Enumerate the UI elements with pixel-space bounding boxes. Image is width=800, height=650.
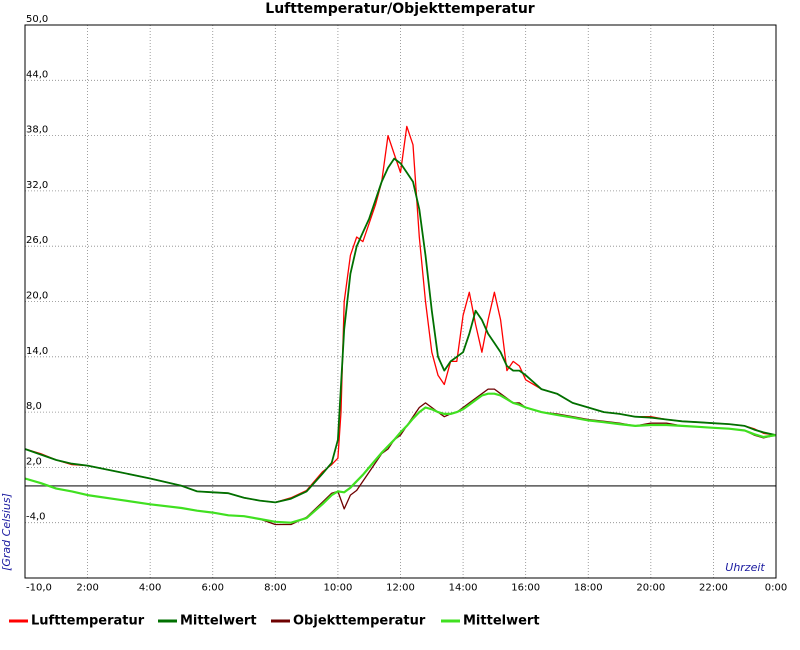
y-tick-label: 2,0 [26, 456, 42, 467]
legend-item: Mittelwert [158, 614, 257, 629]
x-tick-label: 6:00 [202, 582, 224, 593]
legend-label: Lufttemperatur [31, 614, 145, 629]
x-tick-label: 0:00 [765, 582, 787, 593]
y-tick-label: 38,0 [26, 125, 48, 136]
legend-item: Objekttemperatur [271, 614, 426, 629]
legend: Lufttemperatur Mittelwert Objekttemperatur… [9, 614, 540, 629]
x-tick-label: 10:00 [324, 582, 353, 593]
tick-labels: 2:00 4:00 6:00 8:00 10:00 12:00 14:00 16:00 18:0… [26, 14, 787, 593]
legend-label: Mittelwert [463, 614, 540, 629]
chart-title: Lufttemperatur/Objekttemperatur [265, 1, 535, 17]
y-tick-label: 20,0 [26, 291, 48, 302]
x-tick-label: 16:00 [511, 582, 540, 593]
x-tick-label: 14:00 [449, 582, 478, 593]
legend-label: Objekttemperatur [293, 614, 426, 629]
y-tick-label: 44,0 [26, 69, 48, 80]
y-tick-label: -4,0 [26, 512, 46, 523]
series-lines [24, 125, 777, 526]
x-tick-label: 8:00 [264, 582, 286, 593]
y-tick-label: 32,0 [26, 180, 48, 191]
x-tick-label: 2:00 [76, 582, 98, 593]
series-line-4 [24, 392, 777, 524]
x-tick-label: 18:00 [574, 582, 603, 593]
series-line-2 [24, 157, 777, 504]
x-tick-label: 12:00 [386, 582, 415, 593]
y-tick-label: 14,0 [26, 346, 48, 357]
y-tick-label: 8,0 [26, 401, 42, 412]
x-axis-label: Uhrzeit [725, 561, 765, 574]
x-tick-label: 20:00 [636, 582, 665, 593]
legend-label: Mittelwert [180, 614, 257, 629]
x-tick-label: 22:00 [699, 582, 728, 593]
y-tick-label: 50,0 [26, 14, 48, 25]
y-tick-label: -10,0 [26, 582, 52, 593]
legend-item: Lufttemperatur [9, 614, 145, 629]
legend-item: Mittelwert [441, 614, 540, 629]
y-axis-label: [Grad Celsius] [0, 493, 13, 571]
x-tick-label: 4:00 [139, 582, 161, 593]
plot-frame [24, 24, 777, 579]
y-tick-label: 26,0 [26, 235, 48, 246]
grid [25, 24, 777, 578]
